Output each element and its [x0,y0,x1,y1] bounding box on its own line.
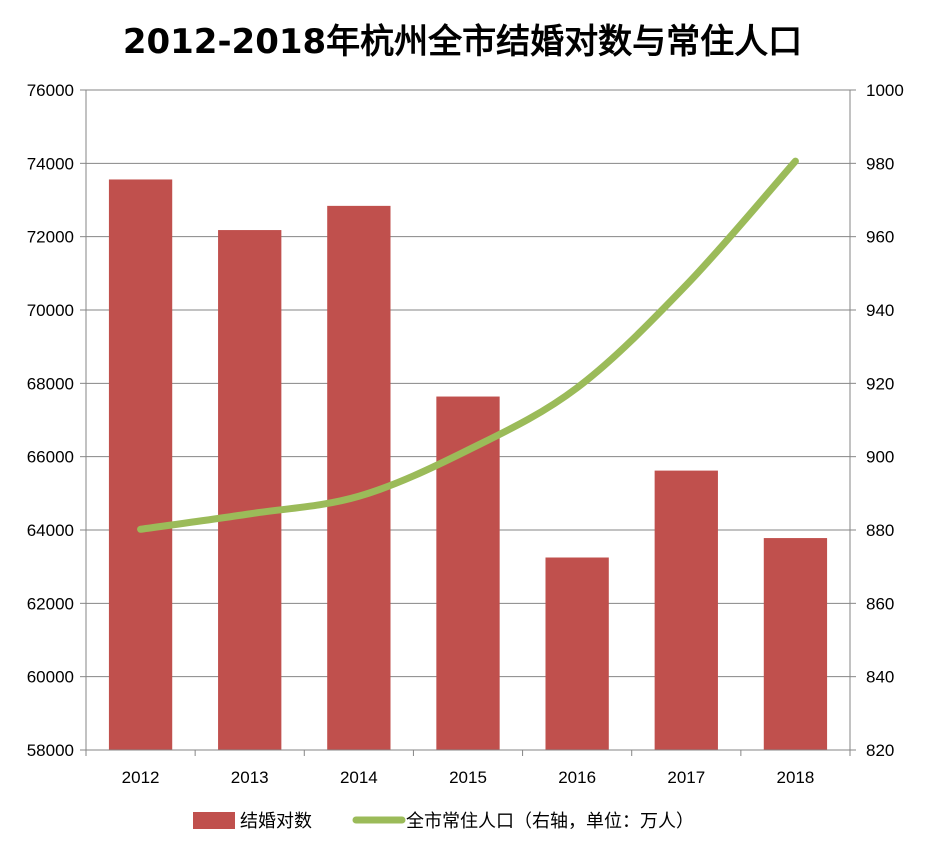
right-axis-tick-label: 960 [866,228,894,247]
left-axis-tick-label: 68000 [27,374,74,393]
legend-bar-label: 结婚对数 [240,811,312,832]
line-point [685,284,687,286]
left-axis-tick-label: 66000 [27,448,74,467]
right-axis-tick-label: 980 [866,154,894,173]
x-axis-tick-label: 2012 [122,768,160,787]
left-axis-tick-label: 58000 [27,741,74,760]
bar [763,538,828,750]
legend-line-label: 全市常住人口（右轴，单位：万人） [406,811,694,832]
bar [545,557,609,750]
line-series [137,157,799,533]
right-axis-tick-label: 940 [866,301,894,320]
left-axis-tick-label: 76000 [27,81,74,100]
right-axis-tick-label: 840 [866,668,894,687]
bar [108,179,173,750]
x-axis-tick-label: 2016 [558,768,596,787]
line-point [794,160,796,162]
right-axis-tick-label: 920 [866,374,894,393]
x-axis-tick-label: 2015 [449,768,487,787]
right-axis-tick-label: 900 [866,448,894,467]
legend-bar-swatch [193,812,235,829]
right-axis-tick-label: 1000 [866,81,904,100]
bar-series [108,179,828,751]
chart-title: 2012-2018年杭州全市结婚对数与常住人口 [122,22,803,62]
tick-labels: 58000 60000 62000 64000 66000 68000 70000 72000… [27,81,904,787]
bar [218,230,282,751]
left-axis-tick-label: 62000 [27,594,74,613]
left-axis-tick-label: 60000 [27,668,74,687]
bar [327,205,391,750]
line-point [358,495,360,497]
left-axis-tick-label: 64000 [27,521,74,540]
line-point [467,449,469,451]
right-axis-tick-label: 860 [866,594,894,613]
x-axis-tick-label: 2018 [777,768,815,787]
right-axis-tick-label: 820 [866,741,894,760]
line-point [576,387,578,389]
x-axis-tick-label: 2014 [340,768,378,787]
axes [80,89,856,756]
left-axis-tick-label: 74000 [27,154,74,173]
left-axis-tick-label: 70000 [27,301,74,320]
legend: 结婚对数 全市常住人口（右轴，单位：万人） [193,811,694,832]
bar [436,396,500,750]
line-point [140,528,142,530]
right-axis-tick-label: 880 [866,521,894,540]
left-axis-tick-label: 72000 [27,228,74,247]
x-axis-tick-label: 2017 [667,768,705,787]
bar [654,470,718,750]
x-axis-tick-label: 2013 [231,768,269,787]
line-point [249,513,251,515]
